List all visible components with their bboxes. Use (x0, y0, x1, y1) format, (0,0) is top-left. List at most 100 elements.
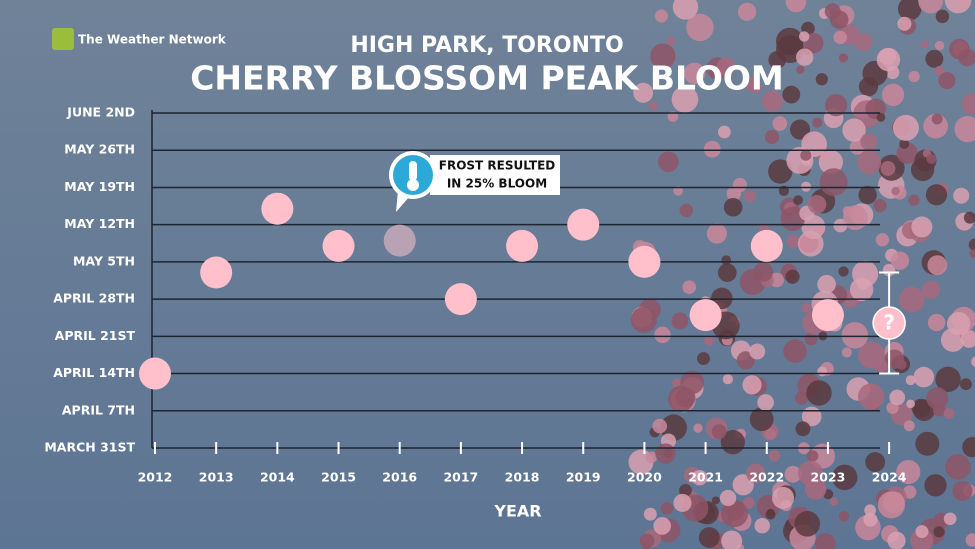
blossom (906, 399, 915, 409)
blossom (749, 343, 766, 360)
blossom (720, 500, 749, 528)
blossom (857, 150, 882, 175)
blossom (807, 450, 819, 462)
blossom (682, 280, 697, 295)
blossom (880, 161, 896, 176)
blossom (959, 378, 972, 391)
blossom (645, 451, 658, 464)
x-tick-label: 2023 (811, 470, 846, 485)
blossom (933, 526, 945, 538)
blossom (667, 385, 695, 412)
y-tick-label: APRIL 21ST (55, 328, 136, 343)
blossom (918, 0, 943, 14)
blossom (841, 347, 852, 358)
blossom (843, 205, 868, 231)
blossom (778, 185, 790, 196)
blossom (671, 85, 699, 113)
blossom (890, 251, 910, 270)
blossom (860, 133, 878, 151)
blossom (899, 138, 910, 149)
blossom (896, 359, 907, 370)
blossom (698, 527, 720, 548)
blossom (915, 525, 929, 539)
blossom (793, 195, 803, 205)
blossom (842, 118, 866, 142)
blossom (934, 65, 945, 77)
blossom (723, 197, 743, 217)
blossom (648, 101, 658, 111)
point (628, 245, 661, 278)
blossom (683, 62, 706, 85)
blossom (965, 533, 975, 547)
blossom (889, 389, 906, 406)
point (200, 256, 233, 289)
blossom (892, 114, 919, 141)
blossom (829, 497, 839, 506)
chart-title: CHERRY BLOSSOM PEAK BLOOM (190, 59, 784, 98)
blossom (673, 493, 692, 512)
blossom (650, 43, 676, 69)
blossom (812, 117, 823, 128)
blossom (954, 116, 975, 143)
y-tick-label: APRIL 14TH (53, 365, 135, 380)
point (811, 299, 844, 332)
blossom (934, 40, 945, 51)
blossom-decoration (628, 0, 975, 549)
blossom (697, 352, 710, 366)
forecast-point (872, 306, 906, 340)
blossom (798, 460, 824, 486)
blossom (679, 483, 692, 497)
blossom (838, 511, 850, 522)
blossom (743, 190, 757, 203)
x-axis-label: YEAR (493, 502, 541, 521)
annotation-text: IN 25% BLOOM (447, 177, 547, 191)
blossom (882, 491, 905, 514)
blossom (831, 464, 858, 491)
blossom (898, 286, 925, 313)
blossom (838, 53, 849, 63)
blossom (801, 302, 812, 314)
blossom (926, 387, 949, 410)
point (444, 283, 477, 316)
blossom (785, 0, 807, 13)
blossom (768, 450, 781, 462)
blossom (908, 194, 920, 206)
blossom (795, 421, 811, 437)
blossom (667, 111, 679, 122)
blossom (963, 211, 975, 224)
blossom (935, 9, 950, 24)
blossom (704, 335, 715, 346)
blossom (938, 72, 956, 90)
blossom (775, 27, 804, 56)
forecast-label: ? (883, 311, 895, 335)
blossom (703, 140, 721, 158)
blossom (801, 215, 826, 240)
blossom (945, 453, 971, 480)
blossom (716, 57, 736, 77)
blossom (958, 48, 975, 67)
blossom (753, 262, 774, 282)
blossom (782, 85, 801, 104)
blossom (653, 517, 672, 535)
y-tick-label: MAY 12TH (64, 216, 135, 231)
blossom (841, 322, 869, 349)
blossom (935, 366, 961, 392)
blossom (660, 502, 674, 515)
blossom (717, 263, 737, 282)
blossom (815, 73, 828, 86)
point (139, 357, 171, 390)
brand: The Weather Network (78, 33, 227, 47)
blossom (643, 507, 657, 521)
blossom (926, 153, 937, 165)
blossom (932, 403, 946, 417)
blossom (671, 312, 689, 330)
y-tick-label: MARCH 31ST (44, 440, 135, 455)
thermometer-bulb (407, 179, 419, 191)
x-tick-label: 2021 (688, 470, 723, 485)
blossom (857, 383, 885, 410)
blossom (686, 13, 714, 42)
blossom (874, 359, 888, 373)
blossom (925, 184, 948, 206)
blossom (672, 0, 699, 20)
blossom (672, 378, 683, 389)
